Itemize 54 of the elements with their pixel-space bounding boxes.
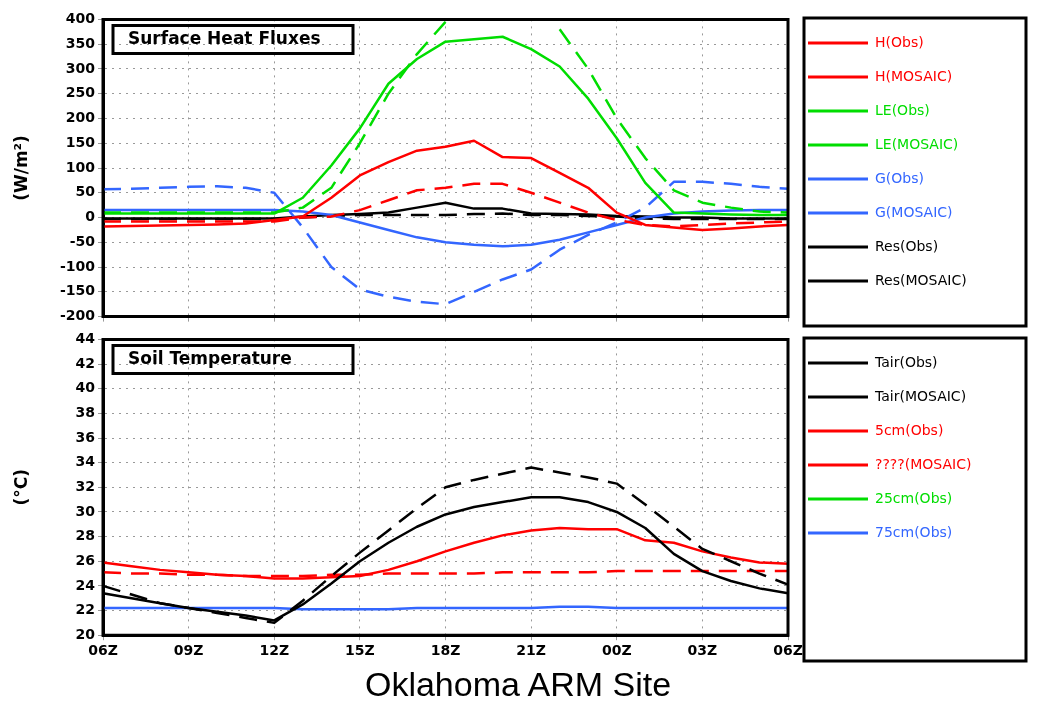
- y-tick-label: 30: [75, 502, 96, 519]
- y-tick-label: 26: [75, 551, 95, 568]
- legend-label: LE(Obs): [875, 101, 930, 118]
- x-tick-label: 00Z: [601, 642, 632, 659]
- y-tick-label: 250: [65, 84, 96, 101]
- legend-label: 75cm(Obs): [875, 523, 953, 540]
- legend-label: 25cm(Obs): [875, 489, 953, 506]
- legend-label: Tair(MOSAIC): [874, 387, 967, 404]
- legend-label: Res(Obs): [875, 237, 939, 254]
- y-tick-label: 42: [75, 354, 95, 371]
- y-tick-label: 150: [65, 133, 96, 150]
- legend-label: ????(MOSAIC): [875, 455, 972, 472]
- x-tick-label: 09Z: [173, 642, 204, 659]
- text: Surface Heat Fluxes: [128, 27, 321, 48]
- y-tick-label: -200: [59, 307, 96, 324]
- legend-label: H(Obs): [875, 33, 924, 50]
- legend-label: Res(MOSAIC): [875, 271, 967, 288]
- y-tick-label: -100: [59, 257, 96, 274]
- x-tick-label: 18Z: [430, 642, 461, 659]
- legend-label: Tair(Obs): [874, 353, 938, 370]
- x-tick-label: 12Z: [259, 642, 290, 659]
- y-tick-label: 0: [85, 208, 96, 225]
- legend-label: LE(MOSAIC): [875, 135, 959, 152]
- y-tick-label: -50: [69, 232, 96, 249]
- x-tick-label: 06Z: [773, 642, 803, 659]
- y-tick-label: 40: [75, 379, 96, 396]
- legend-label: G(MOSAIC): [875, 203, 953, 220]
- legend-label: 5cm(Obs): [875, 421, 944, 438]
- y-tick-label: 350: [65, 34, 96, 51]
- y-axis-title: (°C): [10, 469, 31, 506]
- legend-label: H(MOSAIC): [875, 67, 953, 84]
- y-tick-label: 200: [65, 109, 96, 126]
- y-tick-label: 400: [65, 10, 96, 27]
- text: Soil Temperature: [128, 347, 292, 368]
- y-axis-title: (W/m²): [10, 135, 31, 201]
- y-tick-label: 20: [75, 625, 96, 642]
- x-tick-label: 06Z: [88, 642, 118, 659]
- y-tick-label: 28: [75, 527, 95, 544]
- y-tick-label: 32: [75, 477, 95, 494]
- y-tick-label: 38: [75, 403, 95, 420]
- y-tick-label: 300: [65, 59, 96, 76]
- y-tick-label: 22: [75, 601, 95, 618]
- x-tick-label: 03Z: [687, 642, 718, 659]
- x-tick-label: 21Z: [516, 642, 546, 659]
- y-tick-label: 44: [75, 330, 96, 347]
- y-tick-label: 34: [75, 453, 96, 470]
- y-tick-label: 24: [75, 576, 96, 593]
- y-tick-label: 100: [65, 158, 96, 175]
- y-tick-label: 36: [75, 428, 95, 445]
- legend-label: G(Obs): [875, 169, 924, 186]
- y-tick-label: 50: [75, 183, 96, 200]
- x-tick-label: 15Z: [345, 642, 375, 659]
- y-tick-label: -150: [59, 282, 96, 299]
- text: Oklahoma ARM Site: [363, 665, 673, 704]
